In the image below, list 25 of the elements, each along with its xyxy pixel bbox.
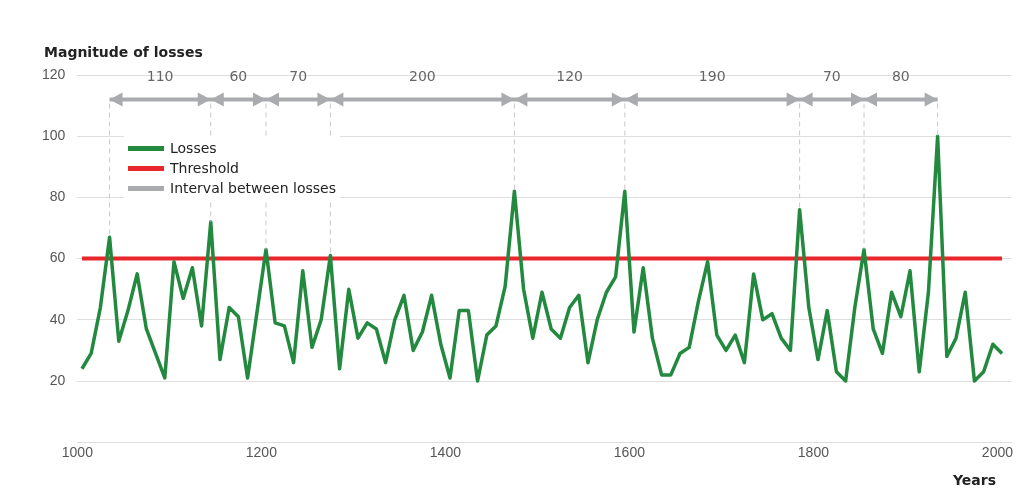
y-tick-label: 40: [49, 310, 66, 327]
annotation: 110: [146, 68, 174, 85]
annotation: 70: [289, 68, 308, 85]
x-tick-label: 1000: [61, 444, 94, 461]
y-tick-label: 20: [49, 371, 66, 388]
y-tick-label: 60: [49, 249, 66, 266]
x-tick-label: 1800: [797, 444, 830, 461]
annotation: 190: [698, 68, 726, 85]
y-tick-label: 120: [42, 65, 66, 82]
y-tick-label: 100: [42, 127, 66, 144]
legend-label: Threshold: [170, 160, 239, 176]
y-axis-title: Magnitude of losses: [44, 44, 203, 60]
annotation: 70: [822, 68, 841, 85]
x-tick-label: 2000: [981, 444, 1014, 461]
x-tick-label: 1400: [429, 444, 462, 461]
annotation: 80: [891, 68, 910, 85]
x-axis-title: Years: [952, 472, 996, 488]
annotation: 120: [556, 68, 583, 85]
legend-label: Interval between losses: [170, 180, 337, 196]
annotation: 60: [229, 68, 248, 85]
legend-label: Losses: [170, 140, 217, 156]
x-tick-label: 1600: [613, 444, 646, 461]
x-tick-label: 1200: [245, 444, 278, 461]
annotation: 200: [409, 68, 436, 85]
y-tick-label: 80: [49, 188, 66, 205]
